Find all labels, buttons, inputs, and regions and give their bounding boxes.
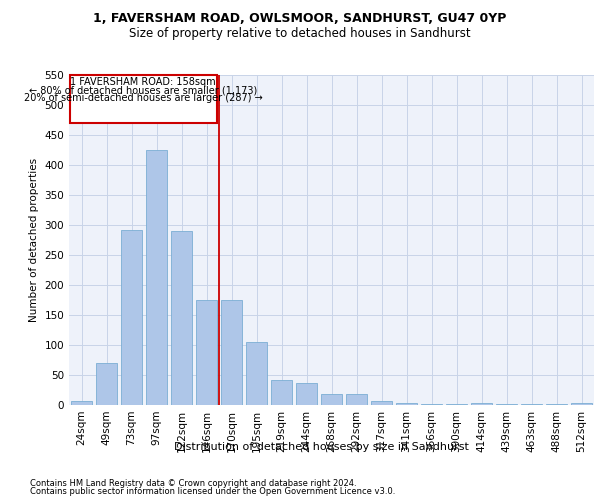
Text: 1, FAVERSHAM ROAD, OWLSMOOR, SANDHURST, GU47 0YP: 1, FAVERSHAM ROAD, OWLSMOOR, SANDHURST, … [94, 12, 506, 26]
Bar [171, 231, 192, 405]
Text: Contains public sector information licensed under the Open Government Licence v3: Contains public sector information licen… [30, 487, 395, 496]
Bar [96, 363, 117, 405]
Bar [371, 401, 392, 405]
Bar [196, 300, 217, 405]
Text: 1 FAVERSHAM ROAD: 158sqm: 1 FAVERSHAM ROAD: 158sqm [70, 78, 216, 88]
Bar [221, 300, 242, 405]
Bar [121, 230, 142, 405]
Text: 20% of semi-detached houses are larger (287) →: 20% of semi-detached houses are larger (… [24, 93, 263, 103]
Bar [71, 401, 92, 405]
Text: Distribution of detached houses by size in Sandhurst: Distribution of detached houses by size … [173, 442, 469, 452]
Text: Size of property relative to detached houses in Sandhurst: Size of property relative to detached ho… [129, 28, 471, 40]
Bar [396, 402, 417, 405]
Text: ← 80% of detached houses are smaller (1,173): ← 80% of detached houses are smaller (1,… [29, 85, 257, 95]
Bar [421, 404, 442, 405]
FancyBboxPatch shape [70, 75, 217, 123]
Text: Contains HM Land Registry data © Crown copyright and database right 2024.: Contains HM Land Registry data © Crown c… [30, 478, 356, 488]
Bar [546, 404, 567, 405]
Bar [521, 404, 542, 405]
Bar [146, 150, 167, 405]
Bar [571, 403, 592, 405]
Bar [296, 383, 317, 405]
Bar [346, 394, 367, 405]
Bar [471, 403, 492, 405]
Bar [446, 404, 467, 405]
Bar [321, 394, 342, 405]
Y-axis label: Number of detached properties: Number of detached properties [29, 158, 39, 322]
Bar [246, 342, 267, 405]
Bar [271, 380, 292, 405]
Bar [496, 404, 517, 405]
